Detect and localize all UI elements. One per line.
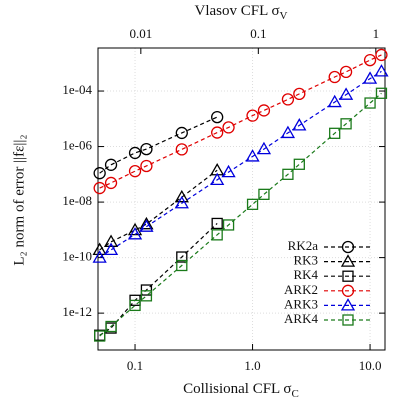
y-axis-label: L₂ norm of error ||fε||₂ (11, 134, 27, 265)
legend-label: RK3 (293, 253, 318, 268)
marker (139, 216, 154, 230)
legend-label: ARK4 (284, 311, 318, 326)
marker (211, 217, 223, 230)
marker (174, 195, 189, 209)
marker (211, 110, 224, 124)
x2-label-text: Vlasov CFL σ (195, 3, 280, 19)
legend-label: RK2a (288, 238, 319, 253)
series-line (99, 70, 382, 259)
marker (104, 158, 118, 171)
series-line (99, 116, 218, 174)
x-tick-label: 0.1 (127, 358, 143, 373)
y-tick-label: 1e-08 (62, 193, 92, 208)
marker (342, 270, 354, 282)
plot-frame (97, 47, 386, 351)
marker (341, 240, 355, 254)
marker (246, 109, 259, 122)
marker (257, 104, 271, 117)
marker (340, 118, 352, 130)
x2-label-sub: V (280, 10, 288, 22)
y-tick-label: 1e-04 (62, 82, 92, 97)
series-line (99, 169, 218, 251)
marker (339, 65, 353, 79)
x2-tick-label: 0.1 (250, 26, 266, 41)
series-line (99, 54, 382, 189)
marker (140, 290, 153, 302)
marker (327, 94, 342, 108)
marker (258, 188, 270, 200)
marker (342, 314, 354, 326)
marker (92, 242, 107, 256)
marker (104, 176, 118, 190)
marker (281, 93, 295, 106)
marker (92, 250, 107, 263)
marker (176, 251, 188, 263)
marker (127, 227, 143, 240)
legend-label: ARK2 (284, 282, 318, 297)
x-tick-label: 1.0 (244, 358, 260, 373)
marker (176, 259, 188, 272)
marker (293, 158, 305, 170)
x-label-text: Collisional CFL σ (183, 381, 291, 397)
marker (174, 189, 189, 203)
marker (103, 242, 119, 256)
y-tick-label: 1e-12 (62, 304, 92, 319)
marker (128, 146, 142, 160)
marker (211, 229, 223, 241)
x2-tick-label: 1 (373, 26, 380, 41)
marker (211, 126, 224, 139)
marker (105, 320, 117, 333)
marker (340, 254, 356, 267)
marker (374, 64, 389, 77)
marker (128, 165, 142, 178)
x2-axis-label: Vlasov CFL σV (195, 3, 288, 21)
y-tick-label: 1e-06 (62, 138, 92, 153)
marker (328, 70, 341, 84)
marker (246, 198, 259, 210)
marker (375, 87, 388, 99)
marker (363, 53, 377, 67)
marker (140, 142, 153, 156)
marker (93, 181, 106, 195)
marker (221, 164, 236, 178)
marker (329, 127, 341, 139)
marker (340, 298, 356, 311)
marker (362, 71, 378, 84)
x-tick-label: 10.0 (359, 358, 382, 373)
marker (210, 172, 225, 186)
series-line (99, 223, 218, 336)
x-label-sub: C (292, 388, 299, 400)
marker (129, 299, 141, 312)
legend-label: RK4 (293, 267, 318, 282)
marker (94, 330, 106, 342)
marker (103, 234, 119, 247)
marker (245, 149, 260, 162)
marker (338, 87, 354, 100)
marker (139, 219, 154, 232)
y-tick-label: 1e-10 (62, 249, 92, 264)
marker (175, 143, 188, 156)
marker (140, 284, 153, 296)
x-axis-label: Collisional CFL σC (183, 381, 299, 399)
series-line (99, 92, 382, 337)
marker (341, 284, 355, 297)
marker (256, 141, 272, 155)
marker (292, 118, 307, 131)
marker (364, 97, 376, 109)
marker (280, 125, 296, 139)
marker (375, 48, 388, 62)
x2-tick-label: 0.01 (129, 26, 152, 41)
marker (93, 167, 106, 180)
marker (175, 126, 188, 140)
marker (282, 168, 294, 180)
marker (222, 121, 235, 134)
marker (293, 87, 306, 101)
marker (140, 159, 153, 173)
marker (222, 219, 235, 231)
legend-label: ARK3 (284, 296, 318, 311)
